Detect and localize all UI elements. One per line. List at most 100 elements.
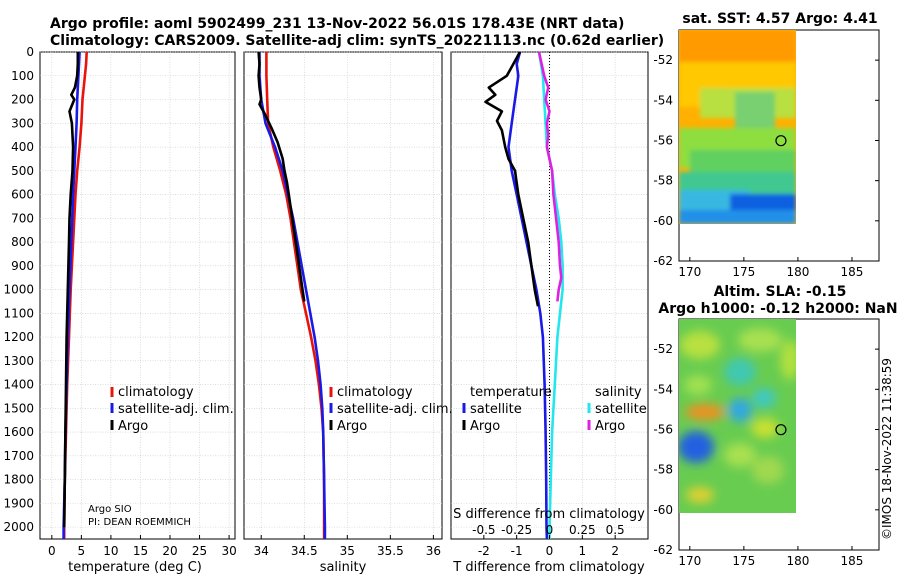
x-tick-label: 15 — [133, 544, 148, 558]
map-lat-label: -54 — [653, 93, 673, 107]
sla-patch-low — [679, 431, 714, 463]
map-lon-label: 180 — [786, 265, 809, 279]
legend-label-climatology: climatology — [337, 385, 413, 400]
difference-series — [484, 51, 564, 540]
depth-tick-label: 2000 — [3, 520, 34, 534]
legend-label-satellite-adj: satellite-adj. clim. — [118, 402, 234, 417]
map-lon-label: 185 — [841, 554, 864, 568]
sst-map-panel: sat. SST: 4.57 Argo: 4.41 170 175 180 1 — [653, 11, 880, 279]
legend-label-climatology: climatology — [118, 385, 194, 400]
difference-legend-temperature: temperature satellite Argo — [462, 385, 552, 434]
map-lon-label: 170 — [678, 554, 701, 568]
map-lat-label: -56 — [653, 133, 673, 147]
sst-field — [679, 30, 796, 224]
x-tick-label: 5 — [78, 544, 86, 558]
salinity-x-ticks: 34 34.5 35 35.5 36 — [254, 535, 441, 558]
figure-title-line1: Argo profile: aoml 5902499_231 13-Nov-20… — [50, 16, 624, 32]
s-tick-label: -0.25 — [501, 523, 532, 537]
map-lat-label: -52 — [653, 342, 673, 356]
difference-legend-salinity: salinity satellite Argo — [587, 385, 647, 434]
x-tick-label: 10 — [103, 544, 118, 558]
series-line-satellite-adj-clim- — [258, 52, 327, 539]
map-lon-label: 180 — [786, 554, 809, 568]
sla-patch-low — [728, 398, 752, 422]
x-tick-label: -2 — [478, 544, 490, 558]
depth-tick-label: 1400 — [3, 378, 34, 392]
sla-patch-high — [685, 404, 725, 420]
x-tick-label: 34.5 — [291, 544, 318, 558]
argo-float-marker — [775, 424, 787, 436]
map-lat-label: -60 — [653, 214, 673, 228]
x-tick-label: 1 — [579, 544, 587, 558]
credit-line2: PI: DEAN ROEMMICH — [88, 517, 191, 528]
temperature-x-ticks: 0 5 10 15 20 25 30 — [48, 535, 237, 558]
s-difference-x-ticks: -0.5 -0.25 0 0.25 0.5 — [472, 523, 625, 537]
depth-tick-label: 100 — [11, 69, 34, 83]
x-tick-label: 20 — [162, 544, 177, 558]
series-line-argo — [257, 51, 306, 302]
legend-label-s-satellite: satellite — [595, 402, 647, 417]
legend-label-t-satellite: satellite — [470, 402, 522, 417]
legend-title-temperature: temperature — [470, 385, 552, 400]
s-tick-label: -0.5 — [472, 523, 495, 537]
sst-patch-cold — [679, 210, 796, 224]
sla-patches — [679, 328, 796, 503]
imos-timestamp-watermark: ©IMOS 18-Nov-2022 11:38:59 — [880, 358, 894, 540]
depth-tick-label: 1500 — [3, 401, 34, 415]
depth-tick-label: 200 — [11, 93, 34, 107]
series-line-salinity-satellite — [537, 51, 564, 539]
legend-label-satellite-adj: satellite-adj. clim. — [337, 402, 453, 417]
map-lat-label: -60 — [653, 503, 673, 517]
x-tick-label: 35 — [340, 544, 355, 558]
credit-line1: Argo SIO — [88, 504, 132, 515]
map-lat-label: -56 — [653, 422, 673, 436]
sla-field — [679, 319, 796, 513]
depth-tick-label: 1600 — [3, 425, 34, 439]
sla-patch — [680, 331, 720, 359]
map-lat-label: -62 — [653, 254, 673, 268]
depth-tick-label: 500 — [11, 164, 34, 178]
salinity-grid — [244, 51, 442, 539]
depth-tick-label: 0 — [26, 45, 34, 59]
depth-axis-labels: 0 100 200 300 400 500 600 700 800 900 1000 1100 1200… — [3, 45, 34, 534]
map-lat-label: -52 — [653, 53, 673, 67]
series-line-temperature-argo — [484, 51, 540, 307]
legend-label-argo: Argo — [337, 419, 367, 434]
map-lat-label: -62 — [653, 543, 673, 557]
sla-patch — [724, 358, 756, 386]
depth-tick-label: 1300 — [3, 354, 34, 368]
series-line-argo — [62, 52, 80, 528]
sla-patch — [780, 340, 796, 380]
salinity-series — [257, 51, 327, 539]
x-tick-label: 25 — [192, 544, 207, 558]
x-tick-label: 0 — [48, 544, 56, 558]
salinity-legend: climatology satellite-adj. clim. Argo — [329, 385, 453, 434]
x-tick-label: 35.5 — [377, 544, 404, 558]
figure-title-line2: Climatology: CARS2009. Satellite-adj cli… — [50, 33, 664, 49]
x-tick-label: 30 — [221, 544, 236, 558]
sst-map-title: sat. SST: 4.57 Argo: 4.41 — [682, 11, 877, 27]
salinity-axis-label: salinity — [320, 560, 367, 575]
x-tick-label: 2 — [611, 544, 619, 558]
s-tick-label: 0.25 — [569, 523, 596, 537]
sla-map-title: Altim. SLA: -0.15 — [714, 284, 847, 300]
temperature-axis-label: temperature (deg C) — [68, 560, 202, 575]
difference-panel: -2 -1 0 1 2 -0.5 -0.25 0 0.25 0.5 T difference f… — [450, 51, 649, 575]
sla-patch — [724, 443, 756, 467]
sla-map-panel: Altim. SLA: -0.15 Argo h1000: -0.12 h200… — [653, 284, 897, 568]
sla-patch — [752, 456, 784, 484]
sla-patch — [738, 328, 782, 352]
t-difference-axis-label: T difference from climatology — [452, 560, 645, 575]
legend-label-s-argo: Argo — [595, 419, 625, 434]
s-difference-axis-label: S difference from climatology — [453, 507, 645, 522]
t-difference-x-ticks: -2 -1 0 1 2 — [478, 535, 619, 558]
legend-label-t-argo: Argo — [470, 419, 500, 434]
map-lon-label: 170 — [678, 265, 701, 279]
temperature-legend: climatology satellite-adj. clim. Argo — [110, 385, 234, 434]
sla-map-ticks: 170 175 180 185 -52 -54 -56 -58 -60 -62 — [653, 342, 879, 568]
depth-tick-label: 1700 — [3, 449, 34, 463]
map-lon-label: 175 — [732, 265, 755, 279]
x-tick-label: 36 — [426, 544, 441, 558]
